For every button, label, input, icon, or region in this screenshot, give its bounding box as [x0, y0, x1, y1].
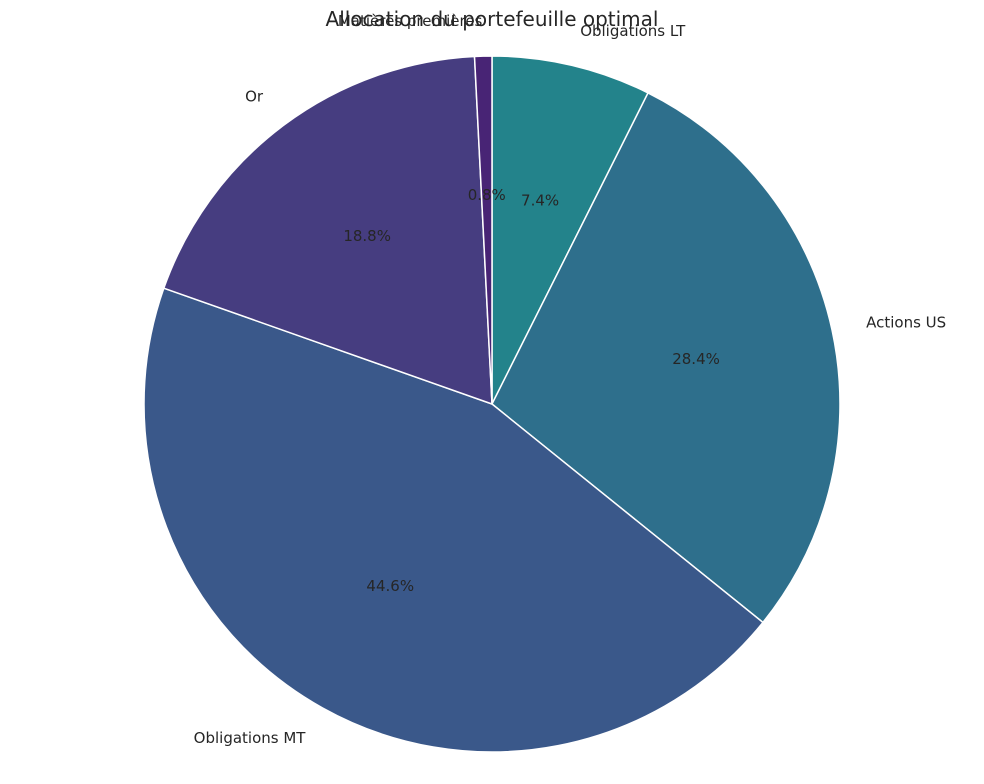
slice-label-or: Or — [245, 88, 264, 106]
pie-slice-obligations-lt — [491, 55, 650, 405]
slice-label-actions-us: Actions US — [866, 313, 946, 331]
slice-percent-obligations-mt: 44.6% — [366, 577, 414, 595]
slice-label-matieres-premieres: Matières premières — [338, 12, 483, 30]
slice-label-obligations-lt: Obligations LT — [580, 22, 686, 40]
slice-label-obligations-mt: Obligations MT — [194, 729, 307, 747]
chart-title: Allocation du portefeuille optimal — [326, 7, 659, 31]
pie-slice-actions-us — [491, 91, 841, 624]
pie-slice-obligations-mt — [143, 287, 764, 753]
slice-percent-or: 18.8% — [343, 227, 391, 245]
slice-percent-obligations-lt: 7.4% — [521, 191, 559, 209]
pie-slice-matieres-premieres — [473, 55, 493, 405]
slice-percent-matieres-premieres: 0.8% — [468, 186, 506, 204]
pie-slice-or — [162, 55, 493, 406]
pie-labels: Obligations LT 7.4% Actions US 28.4% Obligat… — [194, 12, 946, 747]
slice-percent-actions-us: 28.4% — [672, 350, 720, 368]
pie-slices — [143, 55, 841, 753]
